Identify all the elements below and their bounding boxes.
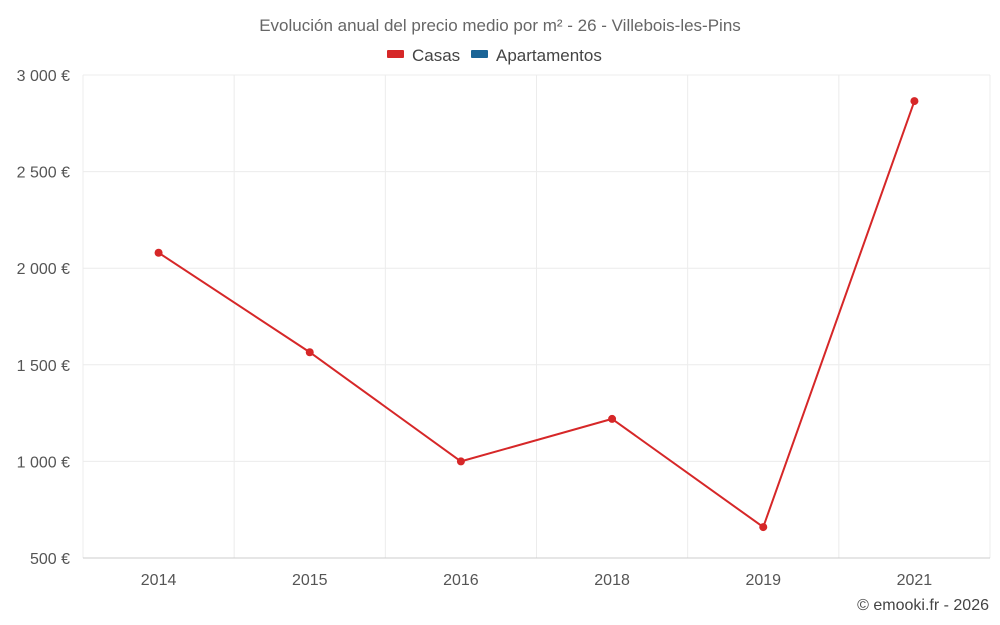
series-casas bbox=[154, 97, 919, 532]
legend-swatch-casas bbox=[387, 50, 404, 58]
credit-text: © emooki.fr - 2026 bbox=[857, 597, 989, 614]
y-tick-label: 2 500 € bbox=[17, 165, 70, 182]
x-tick-label: 2016 bbox=[443, 572, 479, 589]
data-point[interactable] bbox=[456, 457, 465, 466]
y-tick-label: 2 000 € bbox=[17, 261, 70, 278]
y-tick-label: 1 500 € bbox=[17, 358, 70, 375]
y-tick-label: 1 000 € bbox=[17, 454, 70, 471]
data-point[interactable] bbox=[910, 97, 919, 106]
series-line bbox=[158, 100, 916, 529]
y-axis-ticks: 500 € 1 000 € 1 500 € 2 000 € 2 500 € 3 000 € bbox=[17, 68, 70, 568]
x-tick-label: 2014 bbox=[141, 572, 177, 589]
y-tick-label: 500 € bbox=[30, 551, 70, 568]
y-tick-label: 3 000 € bbox=[17, 68, 70, 85]
x-tick-label: 2015 bbox=[292, 572, 328, 589]
x-tick-label: 2018 bbox=[594, 572, 630, 589]
data-point[interactable] bbox=[154, 248, 163, 257]
data-point[interactable] bbox=[608, 414, 617, 423]
gridlines bbox=[82, 74, 991, 559]
data-point[interactable] bbox=[759, 523, 768, 532]
legend-label-casas[interactable]: Casas bbox=[412, 46, 460, 65]
x-tick-label: 2021 bbox=[897, 572, 933, 589]
x-tick-label: 2019 bbox=[745, 572, 781, 589]
data-point[interactable] bbox=[305, 348, 314, 357]
legend-label-apartamentos[interactable]: Apartamentos bbox=[496, 46, 602, 65]
chart-title: Evolución anual del precio medio por m² … bbox=[259, 16, 741, 35]
x-axis-ticks: 2014 2015 2016 2018 2019 2021 bbox=[141, 572, 933, 589]
legend: Casas Apartamentos bbox=[387, 46, 602, 65]
legend-swatch-apartamentos bbox=[471, 50, 488, 58]
